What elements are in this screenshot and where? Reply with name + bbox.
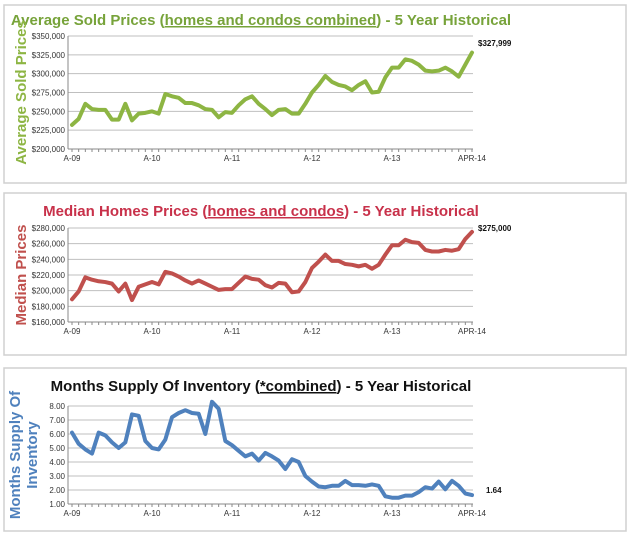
y-axis-title: Months Supply OfInventory bbox=[7, 390, 41, 519]
title-part: Months Supply Of Inventory ( bbox=[51, 378, 260, 395]
y-tick-label: 8.00 bbox=[49, 402, 65, 411]
x-tick-label: A-10 bbox=[144, 154, 161, 163]
x-tick-label: A-12 bbox=[304, 509, 321, 518]
y-tick-label: $350,000 bbox=[32, 32, 66, 41]
y-axis-title: Median Prices bbox=[13, 225, 30, 326]
chart-title: Average Sold Prices (homes and condos co… bbox=[11, 12, 511, 29]
y-tick-label: $260,000 bbox=[32, 240, 66, 249]
x-tick-label: A-13 bbox=[384, 327, 401, 336]
title-part: ) - 5 Year Historical bbox=[337, 378, 472, 395]
chart-2: Median Homes Prices (homes and condos) -… bbox=[3, 192, 627, 356]
x-tick-label: APR-14 bbox=[458, 327, 487, 336]
title-part: homes and condos combined bbox=[165, 12, 377, 29]
y-tick-label: $220,000 bbox=[32, 271, 66, 280]
y-tick-label: $180,000 bbox=[32, 302, 66, 311]
y-tick-label: $250,000 bbox=[32, 107, 66, 116]
y-tick-label: 2.00 bbox=[49, 486, 65, 495]
x-tick-label: A-12 bbox=[304, 154, 321, 163]
x-tick-label: A-09 bbox=[64, 154, 81, 163]
y-tick-label: 7.00 bbox=[49, 416, 65, 425]
x-tick-label: A-12 bbox=[304, 327, 321, 336]
x-tick-label: A-11 bbox=[224, 327, 241, 336]
y-tick-label: $225,000 bbox=[32, 126, 66, 135]
x-tick-label: A-09 bbox=[64, 509, 81, 518]
x-tick-label: A-11 bbox=[224, 154, 241, 163]
x-tick-label: A-11 bbox=[224, 509, 241, 518]
end-value-label: 1.64 bbox=[486, 486, 502, 495]
y-tick-label: 3.00 bbox=[49, 472, 65, 481]
title-part: ) - 5 Year Historical bbox=[344, 203, 479, 220]
chart-title: Median Homes Prices (homes and condos) -… bbox=[43, 203, 479, 220]
y-tick-label: $280,000 bbox=[32, 224, 66, 233]
y-tick-label: $300,000 bbox=[32, 70, 66, 79]
y-axis-title: Average Sold Prices bbox=[13, 20, 30, 165]
y-tick-label: $200,000 bbox=[32, 287, 66, 296]
chart-frame bbox=[3, 192, 627, 356]
x-tick-label: APR-14 bbox=[458, 509, 487, 518]
y-tick-label: $200,000 bbox=[32, 145, 66, 154]
x-tick-label: A-10 bbox=[144, 327, 161, 336]
chart-1: Average Sold Prices (homes and condos co… bbox=[3, 4, 627, 184]
chart-frame bbox=[3, 4, 627, 184]
x-tick-label: A-13 bbox=[384, 154, 401, 163]
end-value-label: $275,000 bbox=[478, 224, 512, 233]
title-part: Median Homes Prices ( bbox=[43, 203, 207, 220]
y-tick-label: 6.00 bbox=[49, 430, 65, 439]
chart-3: Months Supply Of Inventory (*combined) -… bbox=[3, 367, 627, 532]
y-tick-label: $240,000 bbox=[32, 255, 66, 264]
chart-title: Months Supply Of Inventory (*combined) -… bbox=[51, 378, 472, 395]
y-tick-label: 1.00 bbox=[49, 500, 65, 509]
y-tick-label: 4.00 bbox=[49, 458, 65, 467]
x-tick-label: APR-14 bbox=[458, 154, 487, 163]
x-tick-label: A-13 bbox=[384, 509, 401, 518]
y-tick-label: $160,000 bbox=[32, 318, 66, 327]
y-tick-label: $275,000 bbox=[32, 89, 66, 98]
y-axis-title-line: Months Supply Of bbox=[7, 390, 24, 519]
end-value-label: $327,999 bbox=[478, 39, 512, 48]
title-part: homes and condos bbox=[207, 203, 344, 220]
title-part: Average Sold Prices ( bbox=[11, 12, 165, 29]
y-tick-label: $325,000 bbox=[32, 51, 66, 60]
x-tick-label: A-09 bbox=[64, 327, 81, 336]
y-axis-title-line: Inventory bbox=[24, 421, 41, 489]
y-tick-label: 5.00 bbox=[49, 444, 65, 453]
title-part: *combined bbox=[260, 378, 337, 395]
x-tick-label: A-10 bbox=[144, 509, 161, 518]
title-part: ) - 5 Year Historical bbox=[376, 12, 511, 29]
